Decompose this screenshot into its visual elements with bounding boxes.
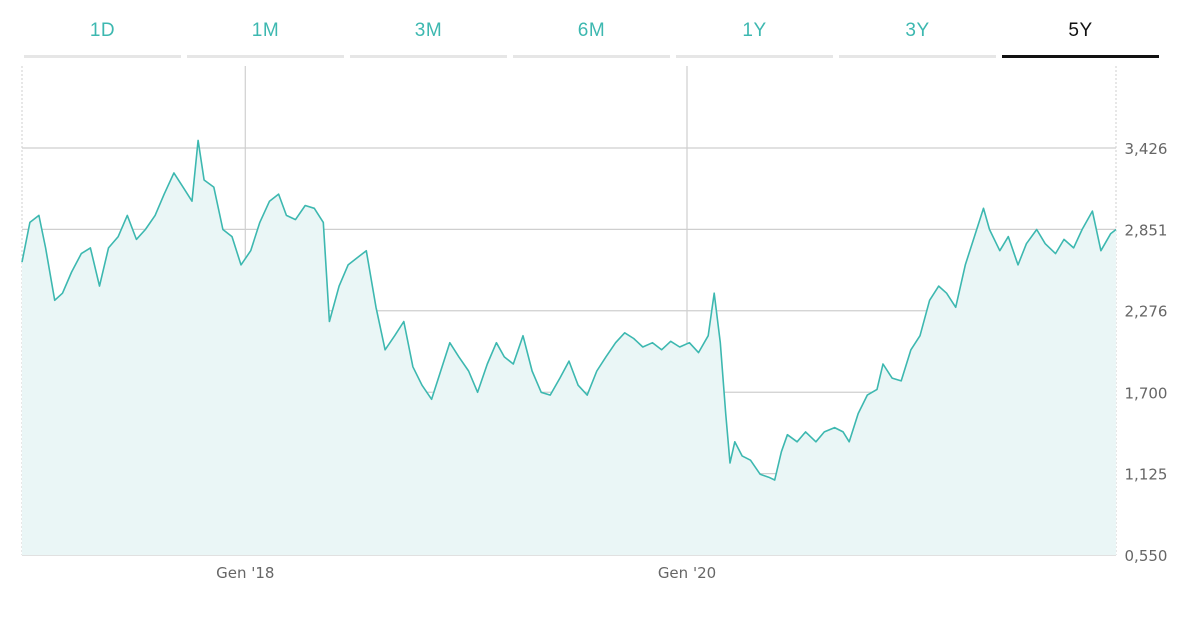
y-axis: 0,550 1,125 1,700 2,276 2,851 3,426 xyxy=(1125,140,1168,565)
tab-label: 1Y xyxy=(742,20,767,41)
tab-3y[interactable]: 3Y xyxy=(839,0,996,60)
tab-3m[interactable]: 3M xyxy=(350,0,507,60)
tab-label: 1D xyxy=(89,20,116,41)
tab-1y[interactable]: 1Y xyxy=(676,0,833,60)
tab-5y[interactable]: 5Y xyxy=(1002,0,1159,60)
y-tick-label: 1,125 xyxy=(1125,466,1168,484)
tab-1m[interactable]: 1M xyxy=(187,0,344,60)
y-tick-label: 3,426 xyxy=(1125,140,1168,158)
tab-underline xyxy=(513,55,670,58)
range-tabs: 1D 1M 3M 6M 1Y 3Y 5Y xyxy=(24,0,1161,60)
x-axis: Gen '18 Gen '20 xyxy=(216,564,716,582)
tab-label: 5Y xyxy=(1068,20,1093,41)
tab-1d[interactable]: 1D xyxy=(24,0,181,60)
y-tick-label: 2,276 xyxy=(1125,303,1168,321)
tab-underline xyxy=(187,55,344,58)
tab-underline xyxy=(24,55,181,58)
tab-underline xyxy=(839,55,996,58)
price-area xyxy=(22,140,1116,555)
tab-underline xyxy=(676,55,833,58)
price-line xyxy=(21,139,1117,481)
tab-underline xyxy=(350,55,507,58)
x-tick-label: Gen '20 xyxy=(658,564,716,582)
tab-label: 6M xyxy=(577,20,606,41)
y-tick-label: 1,700 xyxy=(1125,384,1168,402)
y-tick-label: 0,550 xyxy=(1125,547,1168,565)
tab-underline xyxy=(1002,55,1159,58)
tab-6m[interactable]: 6M xyxy=(513,0,670,60)
y-tick-label: 2,851 xyxy=(1125,221,1168,239)
tab-label: 3Y xyxy=(905,20,930,41)
x-tick-label: Gen '18 xyxy=(216,564,274,582)
tab-label: 1M xyxy=(251,20,280,41)
tab-label: 3M xyxy=(414,20,443,41)
